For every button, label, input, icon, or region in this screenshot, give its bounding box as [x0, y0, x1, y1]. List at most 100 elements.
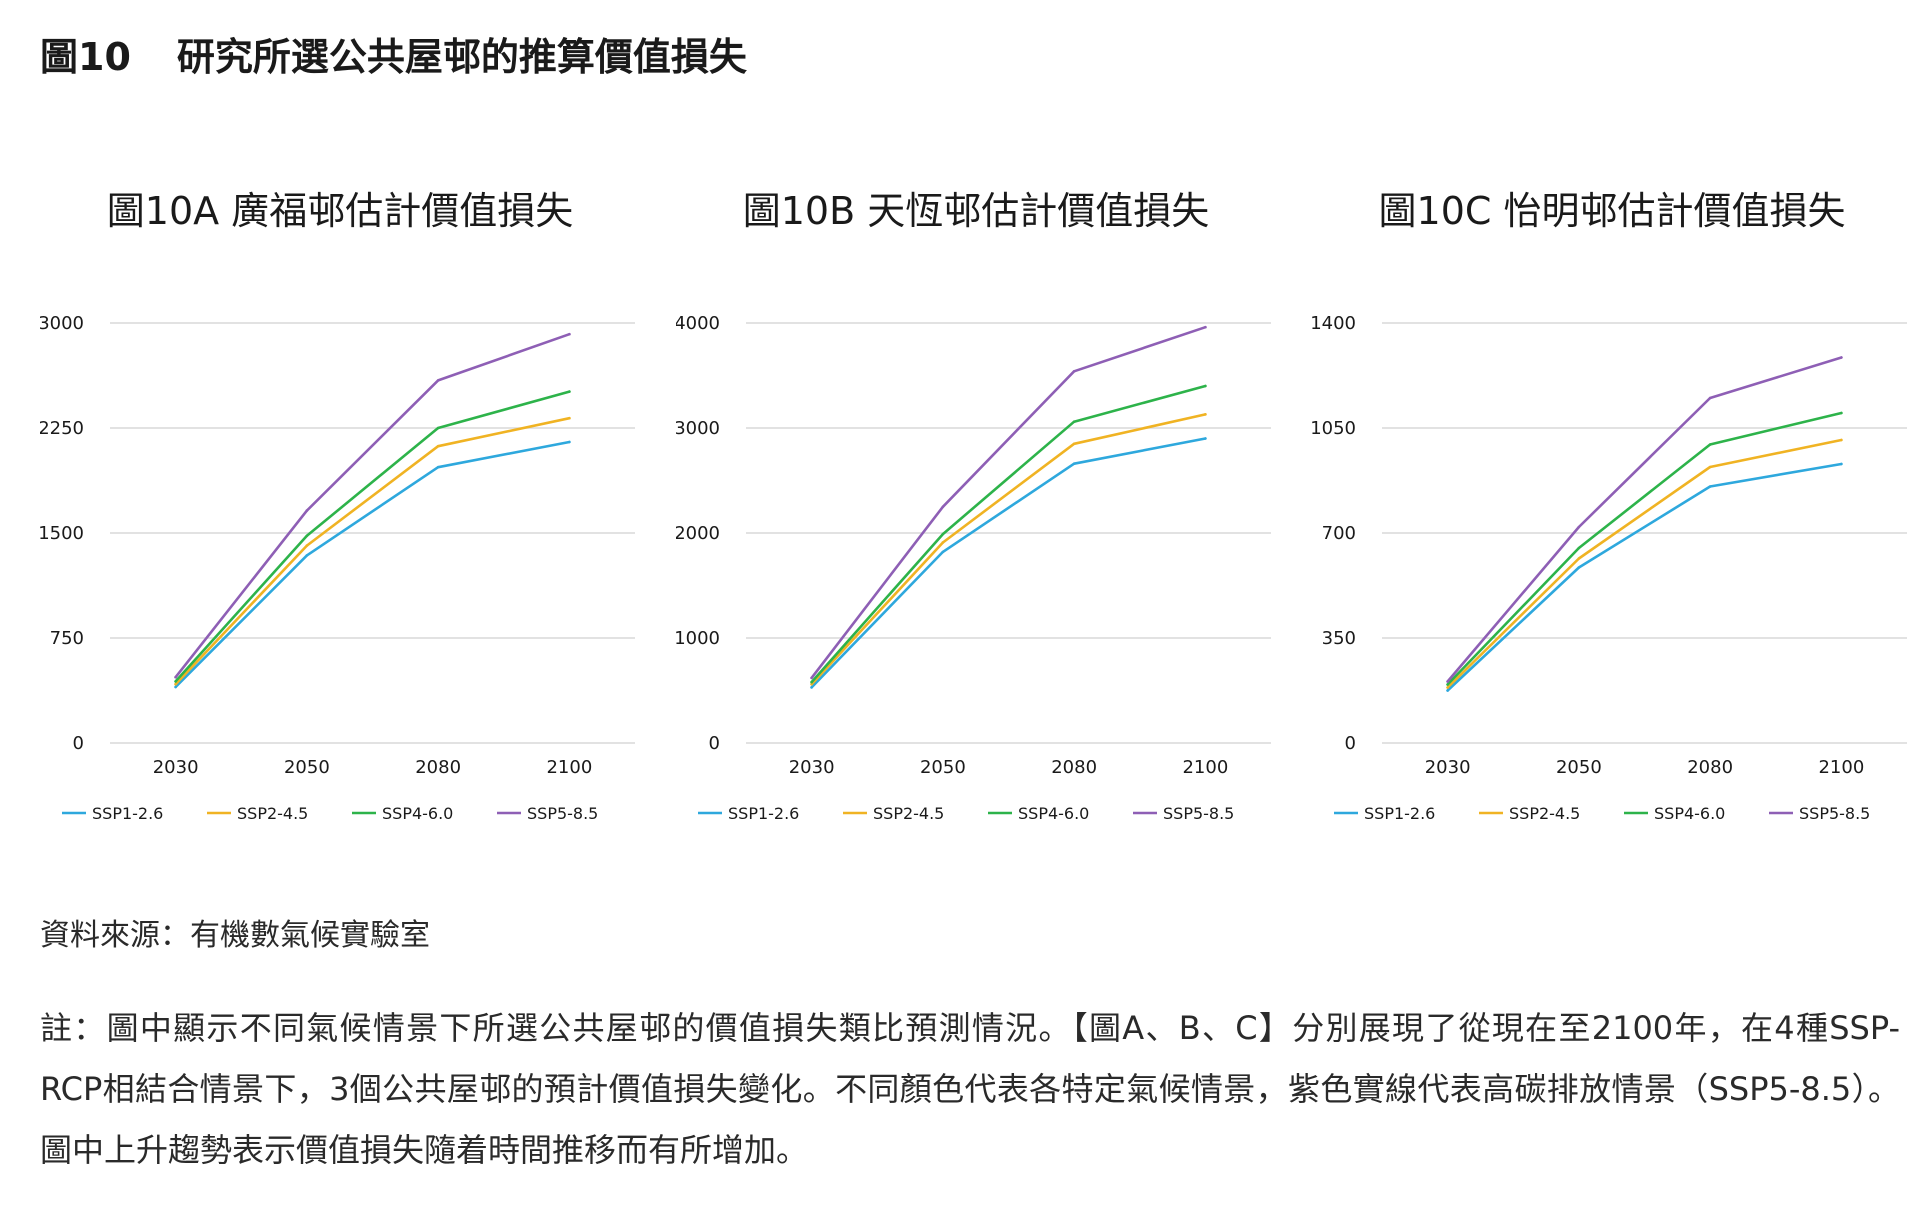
data-point [1204, 437, 1207, 440]
legend-label: SSP5-8.5 [1799, 804, 1870, 823]
series-line-ssp2-4.5 [810, 413, 1207, 686]
legend-label: SSP2-4.5 [237, 804, 308, 823]
line-chart-b: 0 1000 2000 3000 4000 2030 2050 2080 2100 SSP1-2.… [676, 313, 1271, 823]
line-chart-a: 0 750 1500 2250 3000 2030 2050 2080 2100 SSP1-2.6… [40, 313, 635, 823]
x-tick-label: 2030 [153, 757, 199, 778]
x-tick-label: 2080 [1687, 757, 1733, 778]
data-point [436, 426, 440, 430]
legend-label: SSP1-2.6 [728, 804, 799, 823]
data-point [810, 680, 813, 684]
x-tick-label: 2100 [1818, 757, 1864, 778]
y-tick-label: 3000 [40, 313, 84, 334]
data-point [1577, 525, 1581, 529]
x-tick-label: 2100 [546, 757, 592, 778]
x-tick-label: 2050 [284, 757, 330, 778]
figure-heading: 研究所選公共屋邨的推算價值損失 [176, 35, 747, 79]
data-point [568, 440, 571, 444]
x-tick-label: 2080 [415, 757, 461, 778]
legend-label: SSP4-6.0 [1654, 804, 1725, 823]
chart-title: 圖10A 廣福邨估計價值損失 [106, 189, 574, 233]
chart-panel-b: 圖10B 天恆邨估計價值損失 0 1000 2000 3000 4000 2030 2050… [676, 180, 1276, 840]
data-point [305, 544, 309, 547]
data-point [174, 682, 177, 686]
x-tick-label: 2100 [1182, 757, 1228, 778]
data-point [1204, 384, 1207, 388]
figure-note: 註：圖中顯示不同氣候情景下所選公共屋邨的價值損失類比預測情況。【圖A、B、C】分… [40, 1009, 1900, 1169]
data-point [1446, 686, 1449, 689]
x-tick-label: 2080 [1051, 757, 1097, 778]
series-line-ssp4-6.0 [810, 384, 1207, 684]
data-point [1446, 689, 1449, 692]
chart-panel-a: 圖10A 廣福邨估計價值損失 0 750 1500 2250 3000 2030 2050 2… [40, 180, 640, 840]
data-point [1840, 356, 1843, 359]
data-point [1840, 462, 1843, 466]
legend-label: SSP2-4.5 [1509, 804, 1580, 823]
y-tick-label: 0 [709, 733, 720, 754]
series-line-ssp1-2.6 [1446, 462, 1843, 692]
data-point [1708, 443, 1712, 446]
data-point [941, 541, 945, 544]
y-tick-label: 0 [1345, 733, 1356, 754]
data-point [174, 685, 177, 689]
data-point [1446, 683, 1449, 686]
y-tick-label: 2250 [40, 418, 84, 439]
legend-label: SSP2-4.5 [873, 804, 944, 823]
y-tick-label: 4000 [676, 313, 720, 334]
series-line-ssp2-4.5 [174, 416, 571, 686]
series-line-ssp2-4.5 [1446, 438, 1843, 689]
data-point [305, 554, 309, 557]
series-line-ssp1-2.6 [810, 437, 1207, 689]
series-line-ssp4-6.0 [174, 390, 571, 683]
data-point [1204, 413, 1207, 416]
data-point [1708, 465, 1712, 469]
y-tick-label: 1500 [40, 523, 84, 544]
figure-title: 圖10 研究所選公共屋邨的推算價值損失 [40, 26, 747, 81]
line-chart-c: 0 350 700 1050 1400 2030 2050 2080 2100 SSP1-2.6 S… [1312, 313, 1907, 823]
y-tick-label: 1400 [1312, 313, 1356, 334]
series-line-ssp4-6.0 [1446, 411, 1843, 686]
data-point [1072, 442, 1076, 446]
series-line-ssp1-2.6 [174, 440, 571, 689]
data-point [1708, 396, 1712, 400]
y-tick-label: 750 [50, 628, 84, 649]
data-point [436, 444, 440, 448]
x-tick-label: 2050 [1556, 757, 1602, 778]
data-point [305, 534, 309, 538]
legend-label: SSP4-6.0 [1018, 804, 1089, 823]
data-point [1072, 370, 1076, 373]
source-note: 資料來源：有機數氣候實驗室 [40, 918, 430, 953]
data-point [1446, 680, 1449, 683]
y-tick-label: 1000 [676, 628, 720, 649]
y-tick-label: 1050 [1312, 418, 1356, 439]
data-point [1577, 566, 1581, 569]
data-point [568, 332, 571, 336]
legend-label: SSP5-8.5 [527, 804, 598, 823]
series-line-ssp5-8.5 [1446, 356, 1843, 683]
data-point [1840, 438, 1843, 442]
y-tick-label: 700 [1322, 523, 1356, 544]
data-point [568, 390, 571, 393]
data-point [1072, 420, 1076, 423]
data-point [1577, 546, 1581, 550]
figure-number: 圖10 [40, 35, 131, 79]
legend-label: SSP5-8.5 [1163, 804, 1234, 823]
data-point [568, 416, 571, 420]
y-tick-label: 2000 [676, 523, 720, 544]
y-tick-label: 0 [73, 733, 84, 754]
data-point [305, 509, 309, 512]
data-point [1708, 485, 1712, 488]
y-tick-label: 3000 [676, 418, 720, 439]
y-tick-label: 350 [1322, 628, 1356, 649]
legend-label: SSP4-6.0 [382, 804, 453, 823]
chart-panel-c: 圖10C 怡明邨估計價值損失 0 350 700 1050 1400 2030 2050 20… [1312, 180, 1912, 840]
data-point [810, 686, 813, 689]
legend-label: SSP1-2.6 [92, 804, 163, 823]
legend-label: SSP1-2.6 [1364, 804, 1435, 823]
x-tick-label: 2030 [789, 757, 835, 778]
x-tick-label: 2030 [1425, 757, 1471, 778]
chart-title: 圖10C 怡明邨估計價值損失 [1378, 189, 1846, 233]
series-line-ssp5-8.5 [810, 325, 1207, 680]
x-tick-label: 2050 [920, 757, 966, 778]
data-point [174, 675, 177, 679]
data-point [174, 680, 177, 683]
